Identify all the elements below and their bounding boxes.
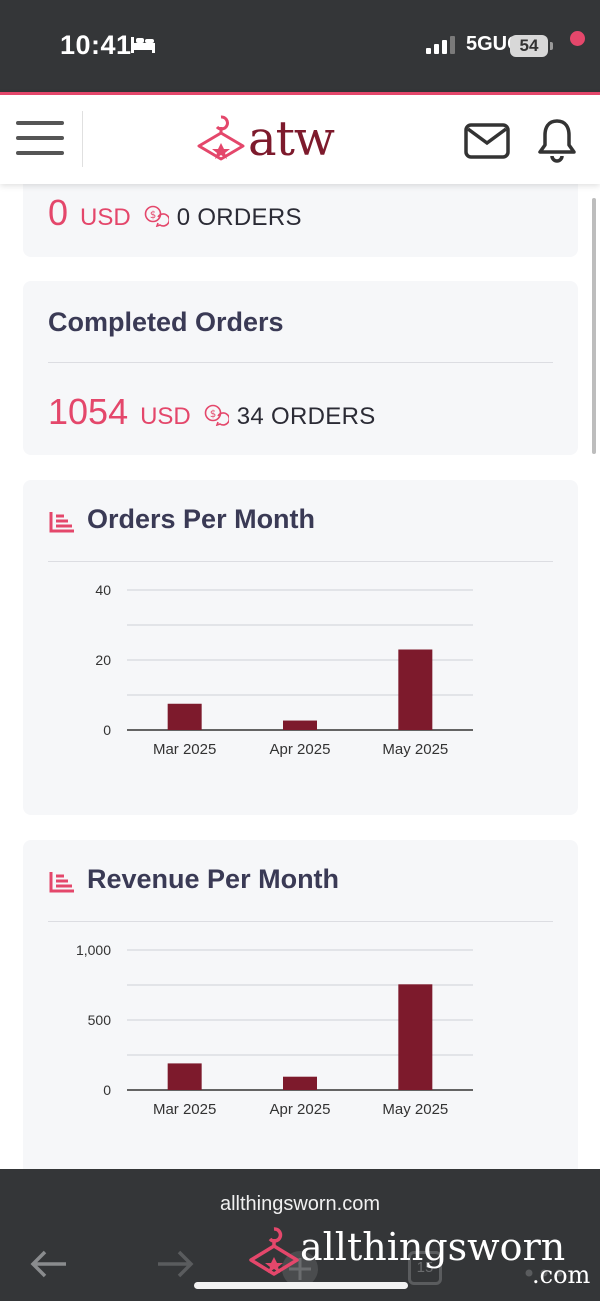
watermark-suffix: .com [532, 1261, 591, 1289]
orders-chart-card: Orders Per Month 0 20 40 Mar 2025 Apr 2025 Ma… [23, 480, 578, 815]
site-logo[interactable]: atw [196, 109, 335, 169]
revenue-chart-card: Revenue Per Month 0 500 1,000 Mar 2025 Apr 2… [23, 840, 578, 1169]
bar [167, 703, 202, 730]
hamburger-menu-button[interactable] [16, 121, 64, 157]
y-tick-label: 0 [103, 1082, 111, 1098]
forward-button[interactable] [156, 1249, 194, 1284]
y-tick-label: 40 [95, 582, 111, 598]
browser-toolbar: allthingsworn.com 15 allthingsworn .com [0, 1169, 600, 1301]
messages-button[interactable] [464, 123, 510, 164]
completed-amount: 1054 [48, 391, 129, 432]
pending-amount: 0 [48, 192, 69, 233]
pending-orders-card: 0 USD $ 0 ORDERS [23, 184, 578, 257]
y-tick-label: 1,000 [76, 942, 111, 958]
battery-icon: 54 [510, 35, 548, 57]
x-tick-label: Mar 2025 [153, 1101, 216, 1118]
completed-orders-card: Completed Orders 1054 USD $ 34 ORDERS [23, 281, 578, 455]
site-watermark: allthingsworn [248, 1225, 565, 1283]
arrow-left-icon [30, 1250, 66, 1278]
y-tick-label: 500 [88, 1012, 112, 1028]
more-options-button[interactable] [524, 1265, 564, 1283]
card-divider [48, 561, 553, 562]
page-scrollbar[interactable] [592, 198, 596, 454]
orders-bar-chart: 0 20 40 Mar 2025 Apr 2025 May 2025 [95, 582, 473, 758]
hanger-logo-icon [197, 115, 245, 161]
app-header: atw [0, 31, 600, 184]
header-divider [82, 111, 83, 167]
plus-icon [282, 1251, 318, 1287]
bar [283, 720, 317, 730]
x-tick-label: Mar 2025 [153, 741, 216, 758]
card-divider [48, 921, 553, 922]
tabs-button[interactable]: 15 [408, 1251, 442, 1285]
bar [398, 984, 433, 1090]
sleep-focus-icon [130, 34, 156, 59]
pending-summary: 0 USD $ 0 ORDERS [48, 192, 302, 234]
revenue-chart-title: Revenue Per Month [87, 864, 340, 894]
x-tick-label: May 2025 [382, 1101, 448, 1118]
revenue-bar-chart: 0 500 1,000 Mar 2025 Apr 2025 May 2025 [76, 942, 473, 1118]
ellipsis-icon [525, 1269, 563, 1277]
bar [283, 1076, 317, 1090]
dashboard-content: 0 USD $ 0 ORDERS Completed Orders 1054 U… [0, 184, 600, 1169]
bell-icon [538, 119, 576, 163]
svg-text:$: $ [210, 409, 216, 420]
watermark-text: allthingsworn [300, 1225, 566, 1269]
network-label: 5GUC [466, 33, 522, 55]
home-indicator [194, 1282, 408, 1289]
completed-summary: 1054 USD $ 34 ORDERS [48, 391, 376, 433]
notification-badge [570, 31, 585, 46]
orders-chart-title: Orders Per Month [87, 504, 316, 534]
completed-orders-title: Completed Orders [48, 307, 284, 337]
status-bar: 10:41 5GUC 54 [0, 0, 600, 92]
notifications-button[interactable] [536, 117, 578, 168]
pending-currency: USD [80, 204, 131, 231]
y-tick-label: 0 [103, 722, 111, 738]
bar-chart-icon [48, 510, 76, 539]
bar [398, 649, 433, 730]
x-tick-label: May 2025 [382, 741, 448, 758]
card-divider [48, 362, 553, 363]
logo-text: atw [248, 111, 335, 167]
clock: 10:41 [60, 30, 132, 60]
svg-text:$: $ [150, 210, 156, 221]
new-tab-button[interactable] [280, 1249, 320, 1294]
arrow-right-icon [158, 1250, 194, 1278]
hanger-watermark-icon [249, 1227, 299, 1276]
back-button[interactable] [30, 1249, 68, 1284]
completed-currency: USD [140, 403, 191, 430]
x-tick-label: Apr 2025 [270, 1101, 331, 1118]
battery-tip [550, 42, 553, 50]
address-bar[interactable]: allthingsworn.com [219, 1193, 381, 1215]
chat-dollar-icon: $ [203, 404, 230, 431]
chat-dollar-icon: $ [143, 205, 170, 232]
completed-orders-count: 34 ORDERS [236, 403, 376, 430]
pending-orders-count: 0 ORDERS [176, 204, 302, 231]
signal-icon [426, 35, 456, 60]
bar-chart-icon [48, 870, 76, 899]
y-tick-label: 20 [95, 652, 111, 668]
envelope-icon [464, 123, 510, 159]
x-tick-label: Apr 2025 [270, 741, 331, 758]
bar [167, 1063, 202, 1090]
